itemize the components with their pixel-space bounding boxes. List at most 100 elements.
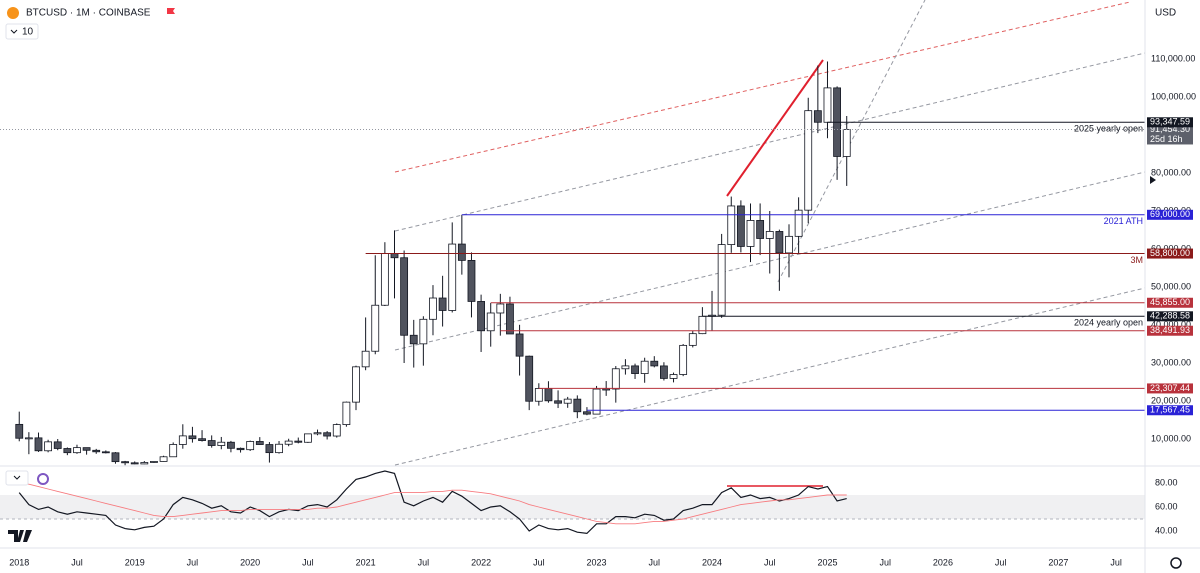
candle-body (227, 441, 235, 449)
level-note: 3M (1130, 255, 1143, 265)
x-tick-label: Jul (764, 557, 776, 567)
candle-body (246, 441, 255, 451)
candle-body (775, 231, 784, 254)
candle-body (284, 440, 293, 445)
x-tick-label: 2023 (587, 557, 607, 567)
candle-body (525, 355, 534, 402)
y-tick-label: 20,000.00 (1151, 395, 1191, 405)
candle-body (150, 461, 158, 463)
candle-body (236, 447, 245, 451)
candle-body (121, 461, 129, 464)
candle-body (842, 129, 851, 157)
level-label: 45,855.00 (1150, 297, 1190, 307)
candle-body (785, 235, 793, 254)
x-tick-label: 2024 (702, 557, 722, 567)
currency-label[interactable]: USD (1155, 8, 1176, 19)
candle-body (602, 388, 611, 391)
candle-body (188, 435, 197, 440)
candle-body (583, 411, 591, 415)
y-tick-label: 40,000.00 (1151, 319, 1191, 329)
candle-body (506, 303, 514, 335)
candle-body (400, 257, 409, 336)
candle-body (765, 231, 774, 239)
candle-body (621, 365, 630, 370)
interval-count: 10 (22, 27, 34, 38)
trend-line (394, 52, 1146, 232)
candle-body (294, 440, 303, 443)
candle-body (669, 374, 678, 379)
candle-body (198, 438, 206, 441)
x-tick-label: Jul (302, 557, 314, 567)
x-tick-label: Jul (649, 557, 661, 567)
candle-body (554, 400, 562, 404)
level-label: 17,567.45 (1150, 405, 1190, 415)
scroll-marker (1150, 176, 1156, 184)
y-tick-label: 30,000.00 (1151, 357, 1191, 367)
y-tick-label: 80,000.00 (1151, 167, 1191, 177)
candle-body (352, 366, 360, 403)
candle-body (544, 388, 553, 402)
candle-body (409, 334, 418, 345)
candle-body (34, 437, 43, 452)
logo (8, 530, 32, 542)
candle-body (24, 437, 33, 440)
y-tick-label: 60,000.00 (1151, 243, 1191, 253)
y-tick-label: 80.00 (1155, 477, 1178, 487)
level-note: 2024 yearly open (1074, 318, 1143, 328)
candle-body (265, 444, 274, 454)
rsi-line (18, 470, 847, 535)
level-box (1147, 325, 1193, 336)
candle-body (419, 318, 428, 345)
x-tick-label: Jul (1110, 557, 1122, 567)
marks (0, 61, 1145, 535)
level-label: 23,307.44 (1150, 383, 1190, 393)
collapse-button[interactable] (5, 470, 29, 486)
x-tick-label: Jul (533, 557, 545, 567)
candle-body (457, 243, 466, 261)
x-tick-label: 2027 (1048, 557, 1068, 567)
bitcoin-icon (7, 7, 19, 19)
candle-body (159, 456, 168, 462)
interval-box[interactable] (5, 23, 39, 40)
last-price-label: 91,454.30 (1150, 124, 1190, 134)
level-box (1147, 405, 1193, 416)
settings-icon[interactable] (1170, 557, 1182, 569)
level-box (1147, 311, 1193, 322)
candle-body (130, 462, 139, 465)
chevron-icon (10, 29, 18, 34)
candle-body (746, 220, 755, 247)
candle-body (169, 444, 178, 458)
candle-body (611, 368, 620, 390)
candle-body (53, 441, 62, 449)
level-note: 2021 ATH (1104, 216, 1143, 226)
level-box (1147, 248, 1193, 259)
countdown-label: 25d 16h (1150, 134, 1183, 144)
trend-line (726, 59, 824, 197)
x-tick-label: 2026 (933, 557, 953, 567)
candle-body (44, 441, 53, 452)
indicator-icon[interactable] (37, 473, 49, 485)
candle-body (534, 388, 543, 402)
candle-body (73, 447, 81, 454)
level-label: 42,288.58 (1150, 311, 1190, 321)
candle-body (650, 360, 659, 367)
candle-body (756, 220, 765, 239)
candle-body (332, 424, 341, 437)
candle-body (477, 301, 485, 332)
y-tick-label: 10,000.00 (1151, 433, 1191, 443)
x-tick-label: 2021 (356, 557, 376, 567)
level-box (1147, 209, 1193, 220)
level-box (1147, 297, 1193, 308)
candle-body (660, 365, 668, 379)
candle-body (717, 244, 726, 316)
y-tick-label: 50,000.00 (1151, 281, 1191, 291)
candle-body (207, 440, 216, 446)
candle-body (275, 443, 283, 454)
candle-body (486, 312, 495, 332)
candle-body (813, 110, 822, 123)
candle-body (823, 87, 832, 123)
candle-body (390, 253, 399, 259)
candle-body (313, 432, 322, 435)
